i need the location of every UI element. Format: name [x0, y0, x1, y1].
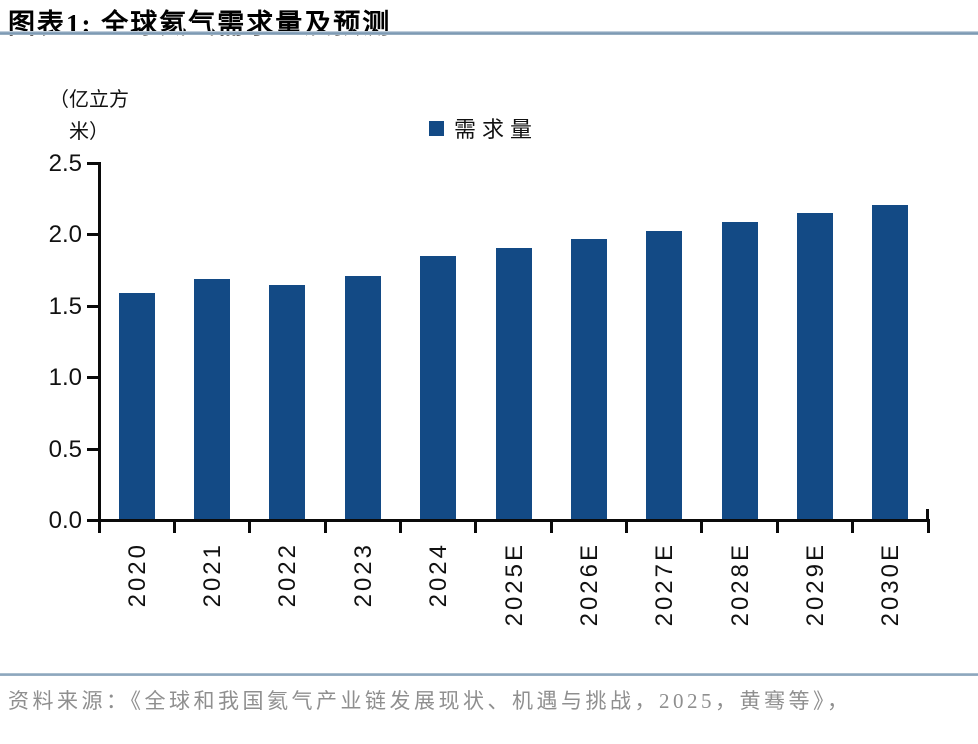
x-category-label-2030E: 2030E [877, 542, 904, 627]
x-category-label-2020: 2020 [124, 542, 151, 608]
y-tick-label: 0.0 [48, 507, 82, 534]
bar-2021 [194, 279, 230, 519]
y-tick [87, 305, 98, 308]
bar-chart-plot-area: 0.0 0.5 1.0 1.5 2.0 2.5 2020 2021 2022 2023 2024 20… [48, 150, 930, 627]
x-tick [625, 521, 628, 533]
y-tick-label: 1.0 [48, 364, 82, 391]
x-tick [98, 521, 101, 533]
legend-label: 需求量 [454, 117, 539, 142]
x-tick [700, 521, 703, 533]
x-category-label-2025E: 2025E [501, 542, 528, 627]
bar-2030E [872, 205, 908, 519]
footer-divider-line [0, 673, 978, 676]
x-tick [399, 521, 402, 533]
source-citation: 资料来源：《全球和我国氦气产业链发展现状、机遇与挑战，2025，黄骞等》， [8, 689, 852, 713]
bar-2029E [797, 213, 833, 519]
x-tick [550, 521, 553, 533]
chart-legend: 需求量 [429, 112, 538, 144]
x-category-label-2021: 2021 [199, 542, 226, 608]
y-tick [87, 233, 98, 236]
x-tick [474, 521, 477, 533]
title-divider-line [0, 31, 978, 35]
y-tick [87, 376, 98, 379]
x-tick [927, 521, 930, 533]
x-category-label-2027E: 2027E [651, 542, 678, 627]
y-axis-line [98, 162, 101, 522]
y-tick-label: 2.5 [48, 150, 82, 177]
x-axis-end-tick [926, 509, 929, 519]
x-tick [324, 521, 327, 533]
bar-2026E [571, 239, 607, 519]
bar-2028E [722, 222, 758, 519]
x-axis-line [97, 519, 930, 522]
bar-2027E [646, 231, 682, 519]
x-category-label-2028E: 2028E [727, 542, 754, 627]
x-tick [248, 521, 251, 533]
legend-swatch-icon [429, 120, 444, 136]
bar-2022 [269, 285, 305, 519]
x-tick [173, 521, 176, 533]
y-tick-label: 0.5 [48, 436, 82, 463]
x-tick [851, 521, 854, 533]
y-tick [87, 162, 98, 165]
x-tick [776, 521, 779, 533]
bar-2023 [345, 276, 381, 519]
y-tick-label: 1.5 [48, 293, 82, 320]
y-tick [87, 519, 98, 522]
x-category-label-2029E: 2029E [802, 542, 829, 627]
bar-2025E [496, 248, 532, 519]
y-axis-unit-label: （亿立方米） [49, 89, 129, 143]
x-category-label-2023: 2023 [350, 542, 377, 608]
x-category-label-2026E: 2026E [576, 542, 603, 627]
bar-2024 [420, 256, 456, 519]
x-category-label-2024: 2024 [425, 542, 452, 608]
x-category-label-2022: 2022 [274, 542, 301, 608]
bar-2020 [119, 293, 155, 519]
y-tick-label: 2.0 [48, 221, 82, 248]
y-tick [87, 448, 98, 451]
